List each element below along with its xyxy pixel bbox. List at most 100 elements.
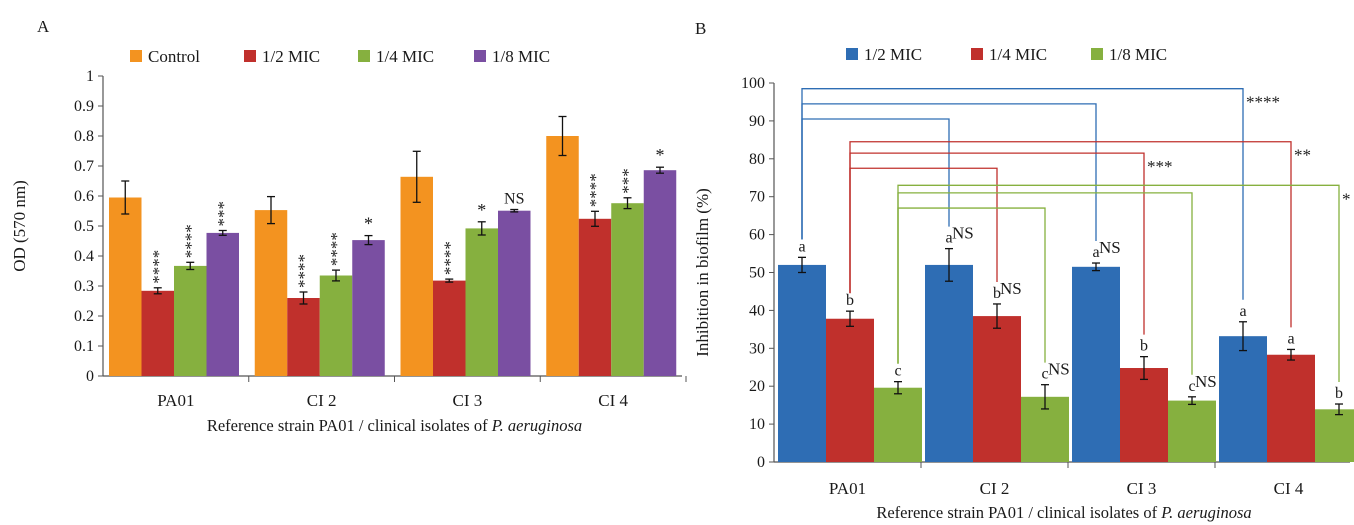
significance-label: a: [945, 230, 952, 247]
significance-label: b: [1335, 385, 1343, 402]
bar: [287, 298, 320, 376]
significance-label: ****: [327, 232, 346, 266]
comparison-label: NS: [1000, 279, 1022, 298]
significance-label: *: [364, 214, 373, 234]
bar: [1120, 368, 1168, 462]
panel-a-chart: A Control 1/2 MIC 1/4 MIC 1/8 MIC 0 0.1 0.2 0.3 0…: [10, 17, 687, 435]
significance-label: ****: [149, 250, 168, 284]
y-tick-label: 10: [749, 416, 765, 433]
bar: [1168, 400, 1216, 462]
bar: [1315, 409, 1354, 462]
y-tick-label: 80: [749, 151, 765, 168]
y-tick-label: 70: [749, 189, 765, 206]
bar: [546, 136, 579, 376]
panel-b-chart: B 1/2 MIC 1/4 MIC 1/8 MIC 0 10 20 30 40 50 60 70 80 9…: [693, 19, 1354, 522]
comparison-label: NS: [952, 224, 974, 243]
significance-label: c: [1041, 366, 1048, 383]
comparison-bracket: [897, 184, 1340, 383]
significance-label: a: [1287, 330, 1294, 347]
comparison-bracket: [849, 141, 1292, 328]
panel-letter: B: [695, 19, 706, 38]
x-tick-label: CI 4: [598, 391, 628, 410]
y-tick-label: 1: [86, 68, 94, 85]
legend-swatch: [1091, 48, 1103, 60]
x-tick-label: PA01: [157, 391, 194, 410]
comparison-label: NS: [1048, 360, 1070, 379]
bar: [611, 203, 644, 376]
significance-label: a: [1239, 303, 1246, 320]
significance-label: ****: [440, 241, 459, 275]
legend-swatch: [358, 50, 370, 62]
legend-label: 1/4 MIC: [989, 45, 1047, 64]
legend-label: 1/8 MIC: [1109, 45, 1167, 64]
x-tick-label: PA01: [829, 479, 866, 498]
bar: [141, 290, 174, 376]
y-tick-label: 0.5: [74, 218, 94, 235]
significance-label: ****: [586, 173, 605, 207]
significance-label: NS: [504, 191, 524, 208]
bar: [578, 218, 612, 376]
significance-label: b: [846, 292, 854, 309]
legend-swatch: [846, 48, 858, 60]
bar: [352, 240, 385, 376]
significance-label: b: [993, 285, 1001, 302]
x-tick-label: CI 2: [307, 391, 337, 410]
x-axis-title: Reference strain PA01 / clinical isolate…: [207, 416, 582, 435]
x-axis-title: Reference strain PA01 / clinical isolate…: [876, 503, 1251, 522]
y-tick-label: 100: [741, 75, 765, 92]
significance-label: ****: [181, 224, 200, 258]
x-tick-label: CI 4: [1274, 479, 1304, 498]
significance-label: a: [798, 238, 805, 255]
bar: [206, 232, 239, 376]
y-tick-label: 60: [749, 227, 765, 244]
y-tick-label: 0.2: [74, 308, 94, 325]
y-tick-label: 0.7: [74, 158, 94, 175]
legend-label: 1/2 MIC: [864, 45, 922, 64]
y-axis-title: Inhibition in biofilm (%): [693, 188, 712, 357]
comparison-label: NS: [1099, 238, 1121, 257]
y-tick-label: 50: [749, 265, 765, 282]
legend-swatch: [130, 50, 142, 62]
legend-label: 1/4 MIC: [376, 47, 434, 66]
y-tick-label: 0: [86, 368, 94, 385]
x-tick-label: CI 3: [1127, 479, 1157, 498]
y-tick-label: 0.1: [74, 338, 94, 355]
bar: [778, 264, 826, 462]
y-tick-label: 20: [749, 378, 765, 395]
comparison-label: ***: [1147, 157, 1173, 176]
bar: [874, 387, 922, 462]
bar: [1072, 266, 1120, 462]
bar: [109, 197, 142, 376]
bar: [643, 170, 677, 376]
bar: [465, 228, 498, 376]
legend-swatch: [474, 50, 486, 62]
y-tick-label: 0: [757, 454, 765, 471]
legend-label: 1/2 MIC: [262, 47, 320, 66]
legend-label: 1/8 MIC: [492, 47, 550, 66]
bar: [1267, 354, 1315, 462]
comparison-label: ****: [1246, 93, 1280, 112]
comparison-bracket: [801, 88, 1244, 300]
bar: [826, 318, 874, 462]
comparison-label: *: [1342, 189, 1351, 208]
bar: [319, 275, 353, 376]
y-axis-title: OD (570 nm): [10, 180, 29, 272]
y-tick-label: 0.3: [74, 278, 94, 295]
significance-label: a: [1092, 244, 1099, 261]
y-tick-label: 0.6: [74, 188, 94, 205]
y-tick-label: 0.4: [74, 248, 94, 265]
bar: [174, 265, 207, 376]
bar: [973, 316, 1021, 462]
bar: [498, 210, 531, 376]
significance-label: *: [656, 145, 665, 165]
bar: [433, 280, 466, 376]
significance-label: b: [1140, 338, 1148, 355]
y-tick-label: 30: [749, 340, 765, 357]
x-tick-label: CI 3: [453, 391, 483, 410]
y-tick-label: 0.9: [74, 98, 94, 115]
significance-label: ****: [295, 254, 314, 288]
comparison-bracket: [801, 118, 950, 240]
y-tick-label: 0.8: [74, 128, 94, 145]
significance-label: ***: [619, 168, 638, 194]
